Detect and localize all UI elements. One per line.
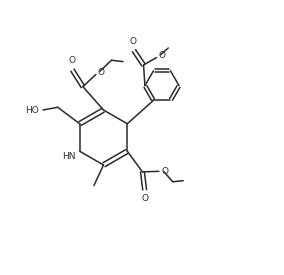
Text: HN: HN [62,152,76,161]
Text: O: O [159,51,166,60]
Text: O: O [98,68,105,77]
Text: O: O [130,37,137,46]
Text: O: O [68,56,75,65]
Text: HO: HO [26,106,39,115]
Text: O: O [162,167,169,175]
Text: O: O [141,194,149,203]
